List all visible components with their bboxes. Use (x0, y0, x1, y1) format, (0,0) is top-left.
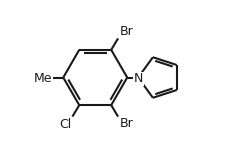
Text: Br: Br (120, 117, 133, 130)
Text: Cl: Cl (59, 118, 72, 131)
Text: Me: Me (33, 73, 52, 86)
Text: N: N (133, 73, 143, 86)
Text: Br: Br (120, 25, 133, 38)
